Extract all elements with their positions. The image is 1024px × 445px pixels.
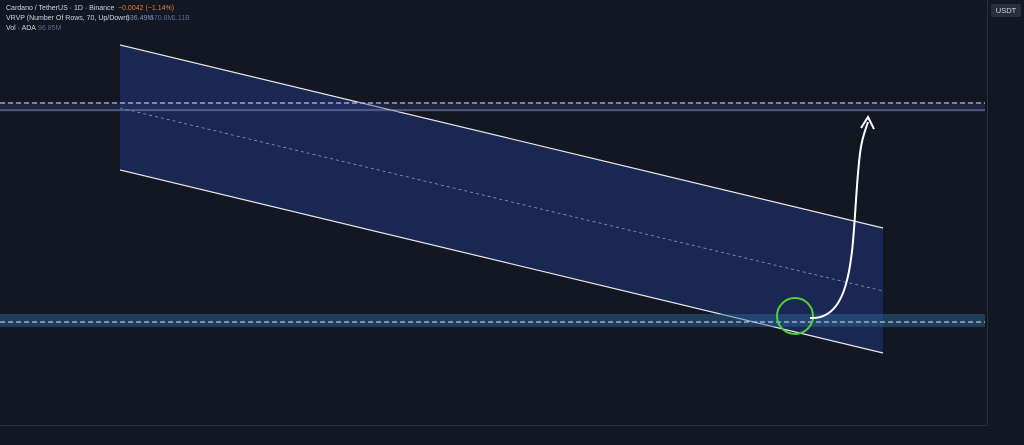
indicator-value: 1.11B <box>172 15 190 22</box>
indicator-name: VRVP (Number Of Rows, 70, Up/Down) <box>6 15 129 22</box>
indicator-name: Vol · ADA <box>6 25 36 32</box>
indicator-value: 536.49M <box>126 15 153 22</box>
price-axis <box>988 0 1024 445</box>
highlight-circle <box>776 297 814 335</box>
y-unit: USDT <box>996 6 1017 15</box>
indicator-value: 570.8M <box>150 15 174 22</box>
channel-fill <box>120 45 883 353</box>
arrow-head <box>860 114 875 130</box>
price-change: −0.0042 (−1.14%) <box>118 5 174 12</box>
channel-upper <box>119 44 884 229</box>
resistance-band <box>0 102 985 112</box>
channel-mid <box>119 107 884 292</box>
indicator-value: 96.85M <box>38 25 62 32</box>
unit-box <box>991 4 1021 17</box>
target-arrow <box>809 121 869 320</box>
support-band <box>0 314 985 327</box>
chart-title: Cardano / TetherUS · 1D · Binance <box>6 5 115 12</box>
